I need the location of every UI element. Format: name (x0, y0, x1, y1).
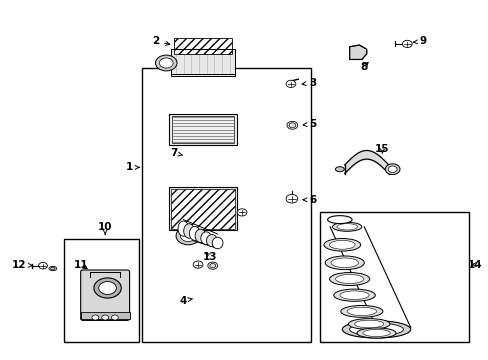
Ellipse shape (342, 321, 410, 338)
Text: 13: 13 (203, 252, 217, 262)
Ellipse shape (362, 329, 389, 337)
Ellipse shape (329, 240, 354, 249)
Ellipse shape (346, 307, 376, 316)
Ellipse shape (335, 274, 363, 284)
Text: 3: 3 (302, 78, 316, 88)
Circle shape (387, 166, 396, 172)
Bar (142, 68, 310, 342)
Ellipse shape (347, 319, 389, 329)
Text: 11: 11 (73, 260, 88, 270)
Ellipse shape (189, 226, 200, 240)
Bar (171, 189, 234, 229)
Text: 2: 2 (152, 36, 169, 46)
Ellipse shape (335, 167, 344, 172)
Text: 12: 12 (12, 260, 33, 270)
Text: 15: 15 (374, 144, 389, 154)
Ellipse shape (327, 216, 351, 224)
Bar (168, 187, 237, 230)
Circle shape (39, 262, 47, 269)
Circle shape (99, 282, 116, 294)
Circle shape (237, 209, 246, 216)
Bar (81, 312, 129, 319)
Circle shape (209, 264, 215, 268)
Circle shape (286, 121, 297, 129)
Circle shape (207, 262, 217, 269)
Text: 6: 6 (303, 195, 316, 205)
Ellipse shape (183, 224, 194, 238)
Text: 9: 9 (413, 36, 426, 46)
Bar (63, 239, 139, 342)
Circle shape (92, 315, 99, 320)
Circle shape (111, 315, 118, 320)
Circle shape (176, 227, 200, 245)
Circle shape (385, 164, 399, 175)
Ellipse shape (330, 258, 358, 267)
Ellipse shape (354, 320, 383, 328)
Bar (320, 212, 468, 342)
Ellipse shape (201, 232, 211, 244)
Circle shape (94, 278, 121, 298)
FancyBboxPatch shape (81, 270, 129, 320)
Bar (173, 38, 232, 54)
Circle shape (159, 58, 173, 68)
Circle shape (180, 230, 196, 242)
Ellipse shape (49, 266, 57, 271)
Text: 4: 4 (179, 296, 192, 306)
Ellipse shape (349, 323, 403, 336)
Text: 5: 5 (303, 119, 316, 129)
Ellipse shape (333, 289, 374, 301)
Bar (168, 114, 237, 145)
Text: 8: 8 (360, 62, 367, 72)
Ellipse shape (339, 291, 368, 300)
Ellipse shape (340, 305, 382, 318)
Bar (171, 116, 234, 143)
Circle shape (402, 40, 411, 48)
Ellipse shape (325, 256, 364, 270)
Polygon shape (349, 45, 366, 59)
Circle shape (193, 261, 203, 268)
Ellipse shape (329, 273, 369, 285)
Ellipse shape (356, 328, 395, 338)
Ellipse shape (336, 224, 357, 230)
Circle shape (288, 123, 295, 128)
Ellipse shape (332, 222, 361, 231)
Text: 7: 7 (169, 148, 183, 158)
Ellipse shape (195, 229, 205, 243)
Ellipse shape (51, 267, 55, 270)
Text: 1: 1 (126, 162, 139, 172)
Ellipse shape (206, 235, 217, 247)
Circle shape (285, 80, 295, 87)
Ellipse shape (212, 237, 223, 249)
Text: 10: 10 (98, 222, 112, 235)
Circle shape (155, 55, 177, 71)
Ellipse shape (323, 238, 360, 251)
Circle shape (102, 315, 108, 320)
Circle shape (285, 194, 297, 203)
Bar (171, 49, 234, 76)
Ellipse shape (178, 221, 188, 236)
Text: 14: 14 (467, 260, 482, 270)
